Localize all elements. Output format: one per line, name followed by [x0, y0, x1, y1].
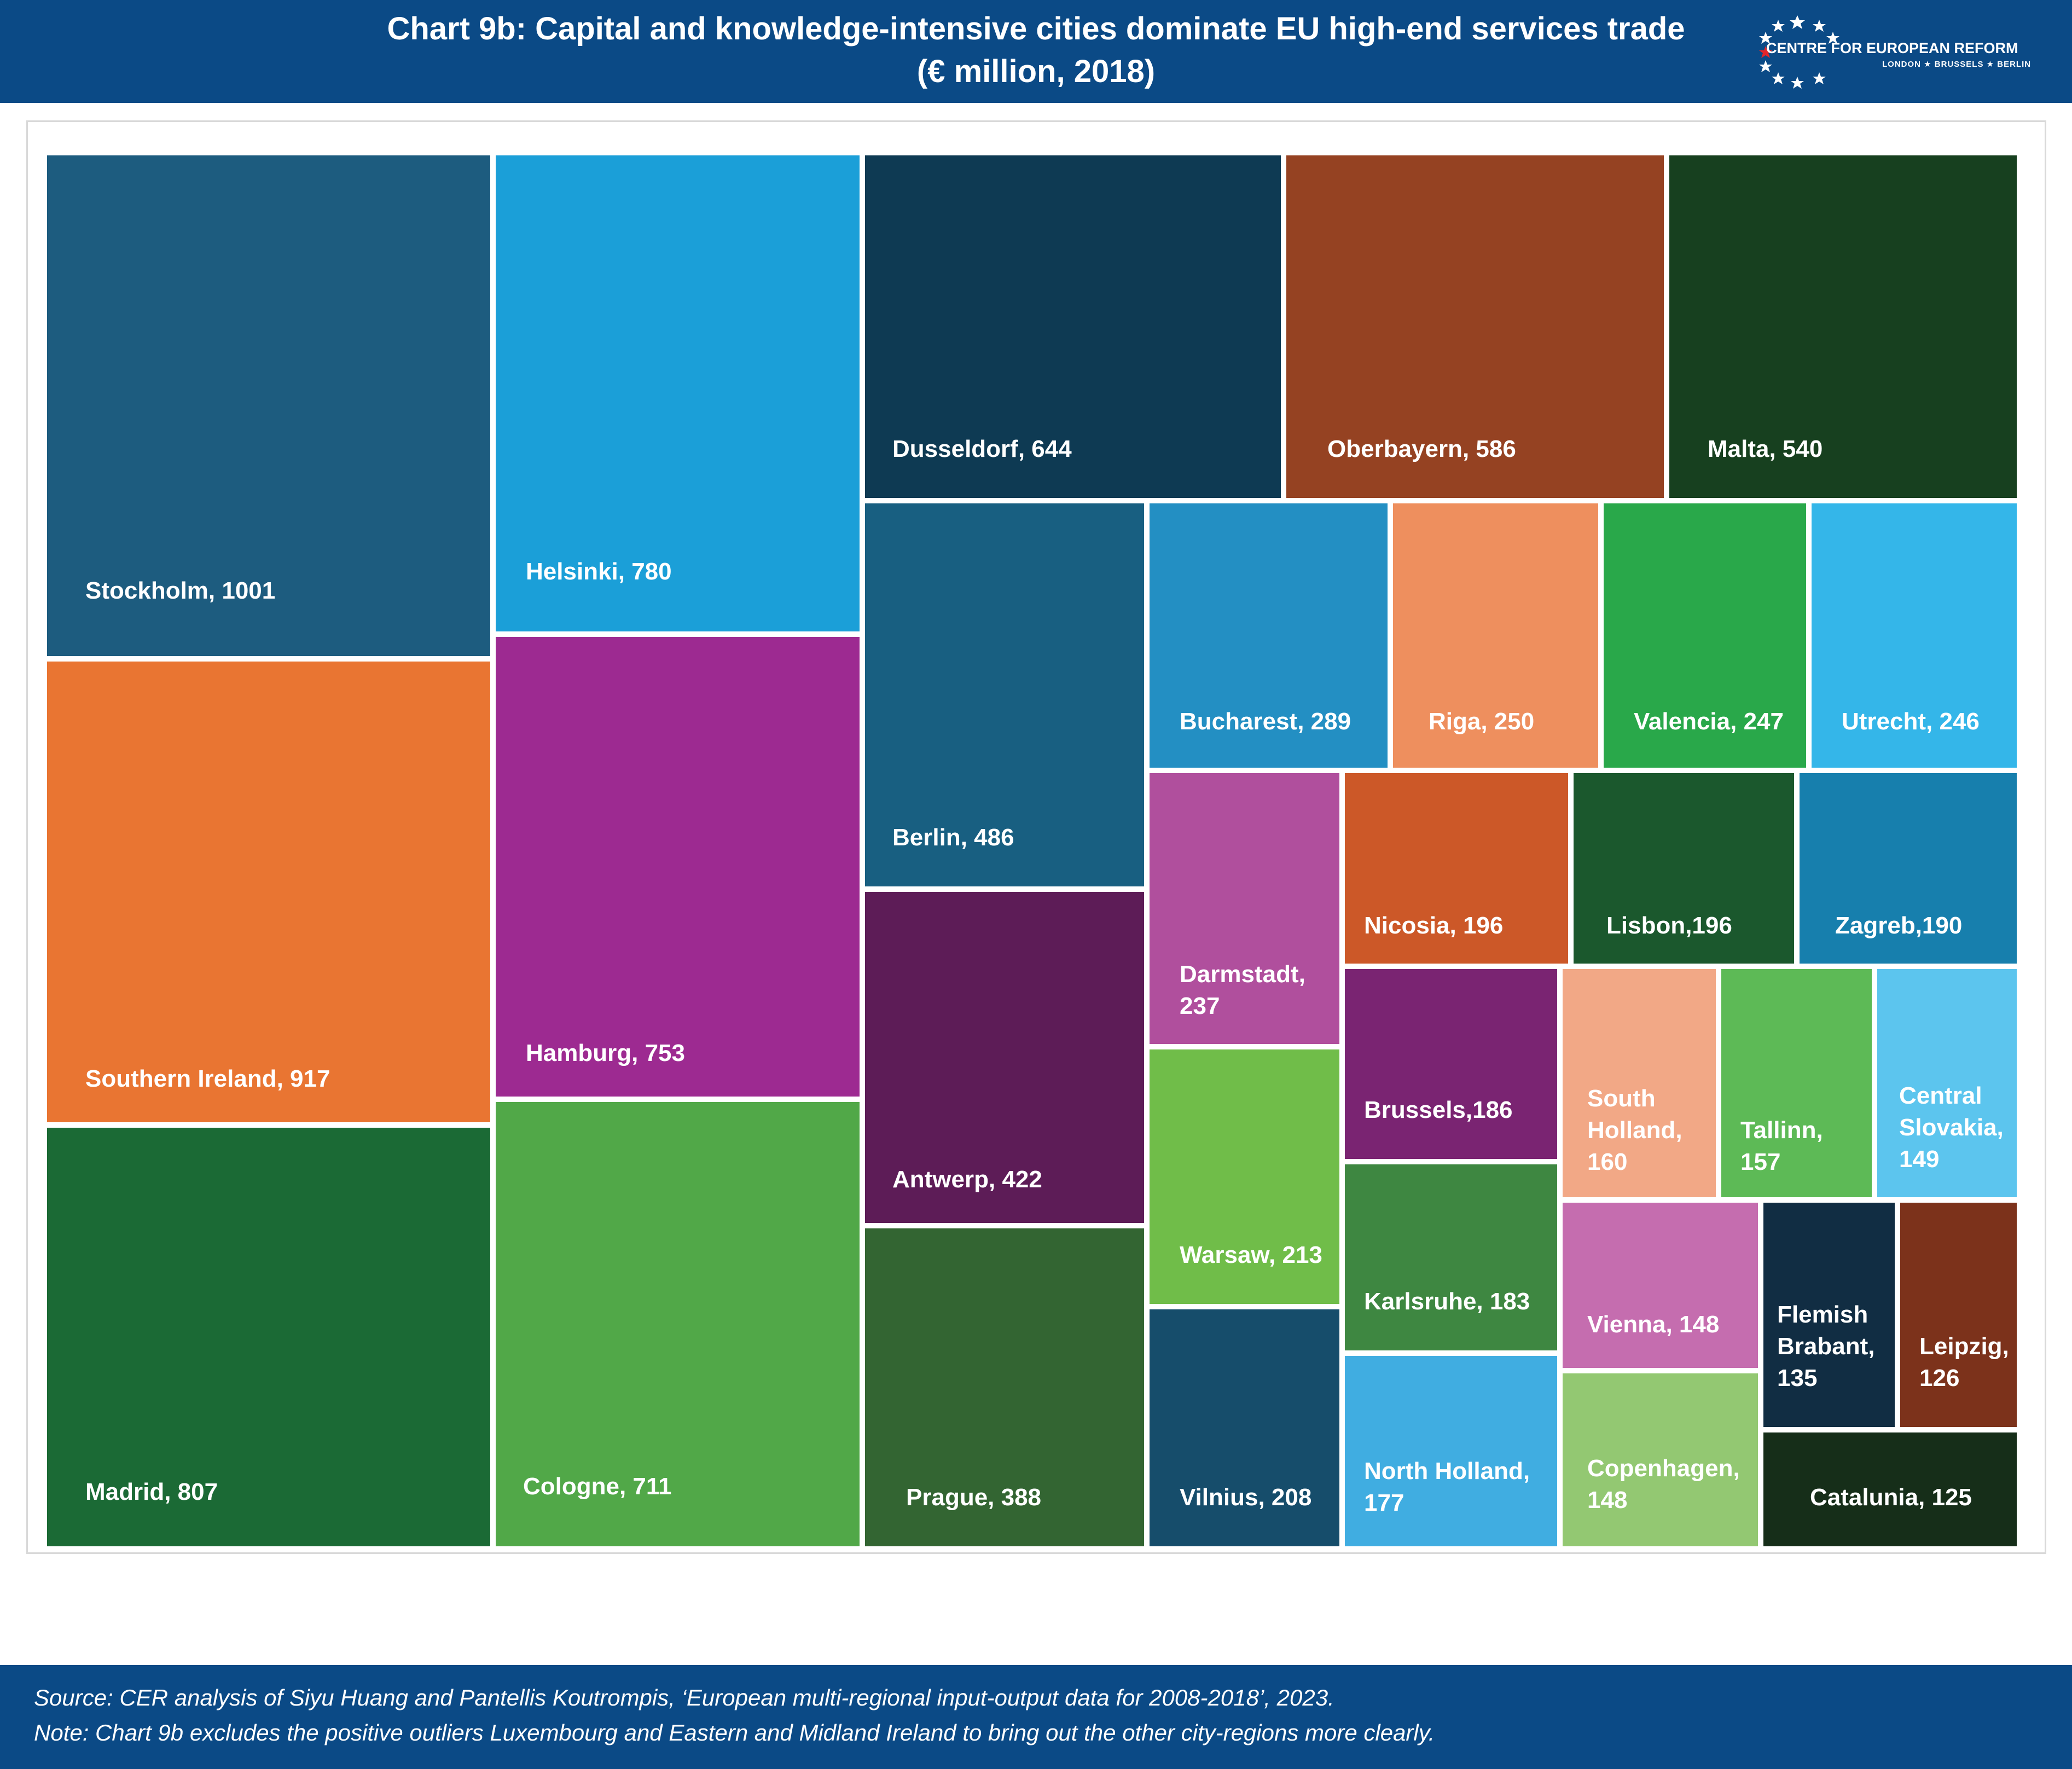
treemap-tile-riga: Riga, 250	[1390, 501, 1601, 770]
treemap-tile-oberbayern: Oberbayern, 586	[1284, 153, 1667, 501]
treemap-label-prague: Prague, 388	[906, 1484, 1042, 1511]
treemap-label-madrid: Madrid, 807	[85, 1478, 218, 1505]
treemap-tile-leipzig: Leipzig, 126	[1897, 1200, 2019, 1430]
chart-title: Chart 9b: Capital and knowledge-intensiv…	[0, 8, 2072, 93]
treemap-tile-vilnius: Vilnius, 208	[1147, 1307, 1342, 1549]
treemap-label-berlin: Berlin, 486	[892, 824, 1014, 851]
treemap-tile-vienna: Vienna, 148	[1560, 1200, 1761, 1371]
treemap-label-vilnius: Vilnius, 208	[1180, 1484, 1312, 1511]
treemap-tile-madrid: Madrid, 807	[44, 1125, 493, 1549]
treemap-tile-stockholm: Stockholm, 1001	[44, 153, 493, 659]
exclusion-note: Note: Chart 9b excludes the positive out…	[34, 1720, 1435, 1745]
treemap-label-lisbon: Lisbon,196	[1606, 912, 1732, 939]
treemap-tile-bucharest: Bucharest, 289	[1147, 501, 1390, 770]
treemap-label-malta: Malta, 540	[1708, 436, 1823, 462]
treemap-label-oberbayern: Oberbayern, 586	[1327, 436, 1516, 462]
source-note: Source: CER analysis of Siyu Huang and P…	[34, 1685, 1334, 1710]
chart-title-line1: Chart 9b: Capital and knowledge-intensiv…	[387, 11, 1685, 47]
treemap-label-bucharest: Bucharest, 289	[1180, 708, 1351, 735]
treemap-tile-helsinki: Helsinki, 780	[493, 153, 862, 634]
treemap-tile-south-holland: South Holland, 160	[1560, 966, 1719, 1200]
treemap-tile-southern-ireland: Southern Ireland, 917	[44, 659, 493, 1125]
treemap-label-hamburg: Hamburg, 753	[526, 1040, 685, 1066]
treemap-label-dusseldorf: Dusseldorf, 644	[892, 436, 1072, 462]
chart-title-line2: (€ million, 2018)	[916, 54, 1156, 89]
treemap-label-flemish-brabant: Flemish Brabant, 135	[1777, 1301, 1875, 1391]
treemap-label-southern-ireland: Southern Ireland, 917	[85, 1065, 330, 1092]
treemap-tile-cologne: Cologne, 711	[493, 1099, 862, 1549]
treemap-tile-malta: Malta, 540	[1667, 153, 2019, 501]
treemap-tile-berlin: Berlin, 486	[862, 501, 1147, 889]
logo-cities: LONDON ★ BRUSSELS ★ BERLIN	[1882, 60, 2032, 69]
treemap-label-zagreb: Zagreb,190	[1835, 912, 1963, 939]
treemap-label-helsinki: Helsinki, 780	[526, 558, 672, 585]
treemap-label-darmstadt: Darmstadt, 237	[1180, 961, 1305, 1019]
treemap-label-karlsruhe: Karlsruhe, 183	[1364, 1288, 1530, 1315]
treemap-label-warsaw: Warsaw, 213	[1180, 1242, 1322, 1268]
treemap-label-north-holland: North Holland, 177	[1364, 1458, 1530, 1516]
treemap-label-catalunia: Catalunia, 125	[1810, 1484, 1972, 1511]
treemap-tile-nicosia: Nicosia, 196	[1342, 770, 1571, 966]
treemap-label-riga: Riga, 250	[1429, 708, 1535, 735]
treemap-label-cologne: Cologne, 711	[523, 1473, 672, 1500]
treemap-tile-karlsruhe: Karlsruhe, 183	[1342, 1162, 1560, 1353]
treemap-tile-central-slovakia: Central Slovakia, 149	[1874, 966, 2019, 1200]
treemap-label-valencia: Valencia, 247	[1634, 708, 1784, 735]
treemap-tile-copenhagen: Copenhagen, 148	[1560, 1371, 1761, 1549]
treemap-label-south-holland: South Holland, 160	[1587, 1085, 1682, 1175]
treemap-label-central-slovakia: Central Slovakia, 149	[1899, 1082, 2004, 1173]
treemap-label-leipzig: Leipzig, 126	[1919, 1333, 2009, 1391]
treemap-tile-catalunia: Catalunia, 125	[1761, 1430, 2019, 1549]
cer-stars-logo-icon	[1759, 15, 1839, 89]
treemap-tile-lisbon: Lisbon,196	[1571, 770, 1797, 966]
chart-header: Chart 9b: Capital and knowledge-intensiv…	[0, 0, 2072, 103]
treemap-tile-hamburg: Hamburg, 753	[493, 634, 862, 1099]
treemap-tile-utrecht: Utrecht, 246	[1809, 501, 2019, 770]
treemap-label-antwerp: Antwerp, 422	[892, 1166, 1042, 1193]
treemap-tile-north-holland: North Holland, 177	[1342, 1353, 1560, 1549]
treemap-tile-flemish-brabant: Flemish Brabant, 135	[1761, 1200, 1897, 1430]
treemap-label-stockholm: Stockholm, 1001	[85, 577, 276, 604]
chart-footer: Source: CER analysis of Siyu Huang and P…	[0, 1665, 2072, 1769]
treemap-tile-dusseldorf: Dusseldorf, 644	[862, 153, 1284, 501]
logo-name: CENTRE FOR EUROPEAN REFORM	[1766, 40, 2018, 56]
treemap-tile-valencia: Valencia, 247	[1601, 501, 1809, 770]
treemap-tile-warsaw: Warsaw, 213	[1147, 1047, 1342, 1307]
treemap-tile-tallinn: Tallinn, 157	[1719, 966, 1874, 1200]
treemap-label-utrecht: Utrecht, 246	[1842, 708, 1980, 735]
treemap-frame: Stockholm, 1001 Southern Ireland, 917 Madr…	[26, 120, 2046, 1554]
treemap-tile-darmstadt: Darmstadt, 237	[1147, 770, 1342, 1047]
treemap-label-tallinn: Tallinn, 157	[1740, 1117, 1823, 1175]
treemap-tile-antwerp: Antwerp, 422	[862, 889, 1147, 1226]
treemap-tile-zagreb: Zagreb,190	[1797, 770, 2019, 966]
treemap-tile-brussels: Brussels,186	[1342, 966, 1560, 1162]
treemap-label-vienna: Vienna, 148	[1587, 1311, 1720, 1338]
treemap-label-brussels: Brussels,186	[1364, 1097, 1513, 1123]
treemap-label-nicosia: Nicosia, 196	[1364, 912, 1504, 939]
treemap-tile-prague: Prague, 388	[862, 1226, 1147, 1549]
treemap-label-copenhagen: Copenhagen, 148	[1587, 1455, 1740, 1513]
